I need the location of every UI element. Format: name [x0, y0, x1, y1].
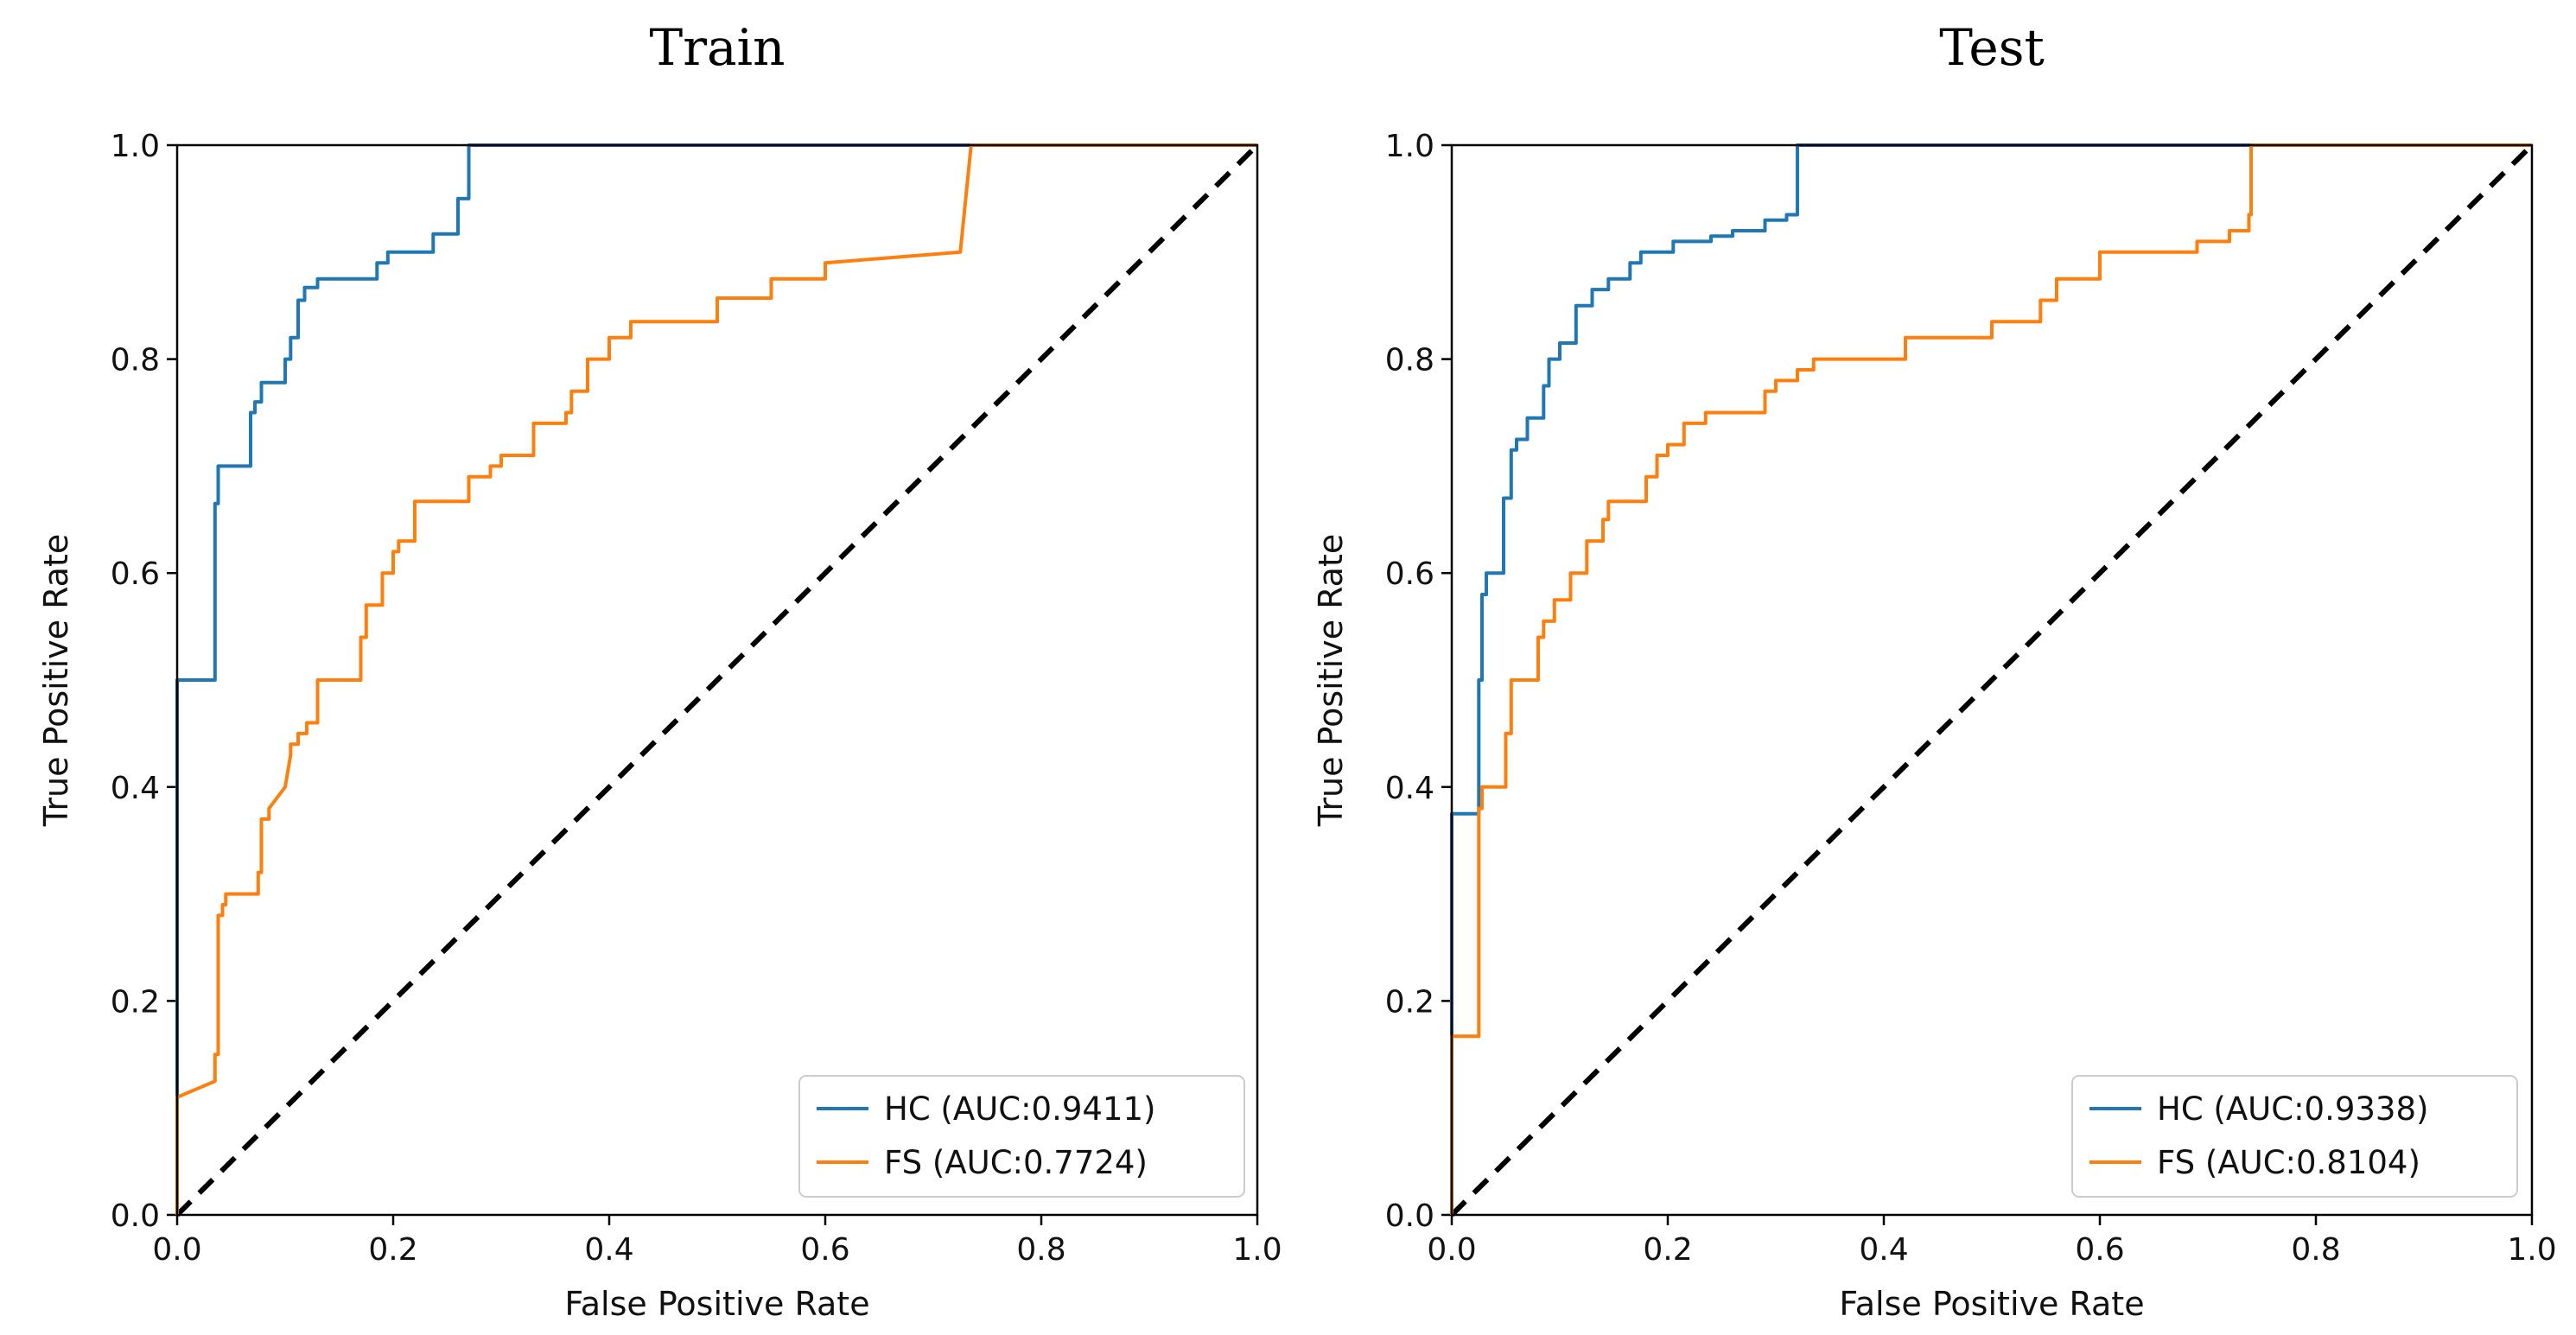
- test-y-tick-label: 0.4: [1385, 771, 1434, 806]
- test-y-tick-label: 1.0: [1385, 129, 1434, 164]
- test-y-tick-label: 0.2: [1385, 984, 1434, 1020]
- test-x-tick-label: 0.6: [2075, 1232, 2124, 1268]
- train-x-axis-label: False Positive Rate: [564, 1285, 869, 1323]
- train-y-tick-label: 0.6: [111, 556, 160, 592]
- test-legend-box: [2071, 1075, 2518, 1198]
- test-y-tick-label: 0.6: [1385, 556, 1434, 592]
- train-y-tick-label: 0.2: [111, 984, 160, 1020]
- test-plot-area: [1449, 143, 2535, 1217]
- test-y-tick-label: 0.8: [1385, 343, 1434, 378]
- train-plot-area: [175, 143, 1260, 1217]
- train-y-tick-label: 0.8: [111, 343, 160, 378]
- train-title: Train: [650, 18, 786, 77]
- train-chance-line: [175, 143, 1260, 1217]
- train-legend-label-hc: HC (AUC:0.9411): [884, 1090, 1155, 1128]
- test-x-tick-label: 0.2: [1643, 1232, 1692, 1268]
- train-legend-box: [798, 1075, 1245, 1198]
- train-ticks: 0.0 0.2 0.4 0.6 0.8 1.0 0.0 0.2 0.4 0.6 0.8 1.0: [111, 129, 1282, 1268]
- test-y-tick-label: 0.0: [1385, 1198, 1434, 1234]
- train-x-tick-label: 0.0: [152, 1232, 201, 1268]
- train-y-tick-label: 1.0: [111, 129, 160, 164]
- train-panel: Train 0.0 0.2 0.4 0.6 0.8 1.0 0.0 0.2 0.4 0.6 0.8 1…: [37, 18, 1282, 1323]
- test-x-tick-label: 0.8: [2291, 1232, 2340, 1268]
- test-x-tick-label: 1.0: [2507, 1232, 2556, 1268]
- train-legend: HC (AUC:0.9411) FS (AUC:0.7724): [798, 1075, 1245, 1198]
- test-x-tick-label: 0.0: [1427, 1232, 1476, 1268]
- train-x-tick-label: 1.0: [1232, 1232, 1282, 1268]
- train-y-tick-label: 0.4: [111, 771, 160, 806]
- test-legend-label-hc: HC (AUC:0.9338): [2157, 1090, 2428, 1128]
- test-ticks: 0.0 0.2 0.4 0.6 0.8 1.0 0.0 0.2 0.4 0.6 0.8 1.0: [1385, 129, 2557, 1268]
- train-x-tick-label: 0.6: [800, 1232, 849, 1268]
- train-x-tick-label: 0.4: [584, 1232, 633, 1268]
- train-axes-frame: [175, 143, 1259, 1217]
- train-roc-curve-fs: [175, 143, 1257, 1215]
- test-x-tick-label: 0.4: [1859, 1232, 1908, 1268]
- train-x-tick-label: 0.2: [368, 1232, 417, 1268]
- test-axes-frame: [1450, 143, 2534, 1217]
- train-y-axis-label: True Positive Rate: [37, 534, 75, 828]
- test-roc-curve-hc: [1450, 143, 2532, 1215]
- test-legend: HC (AUC:0.9338) FS (AUC:0.8104): [2071, 1075, 2518, 1198]
- train-legend-label-fs: FS (AUC:0.7724): [884, 1144, 1148, 1181]
- test-y-axis-label: True Positive Rate: [1312, 534, 1350, 828]
- train-roc-curve-hc: [175, 143, 1257, 1215]
- train-x-tick-label: 0.8: [1016, 1232, 1065, 1268]
- test-chance-line: [1449, 143, 2535, 1217]
- test-roc-curve-fs: [1450, 143, 2532, 1215]
- test-legend-label-fs: FS (AUC:0.8104): [2157, 1144, 2420, 1181]
- train-y-tick-label: 0.0: [111, 1198, 160, 1234]
- test-panel: Test 0.0 0.2 0.4 0.6 0.8 1.0 0.0 0.2 0.4 0.6 0.8 1.…: [1312, 18, 2557, 1323]
- test-x-axis-label: False Positive Rate: [1839, 1285, 2144, 1323]
- test-title: Test: [1939, 18, 2045, 77]
